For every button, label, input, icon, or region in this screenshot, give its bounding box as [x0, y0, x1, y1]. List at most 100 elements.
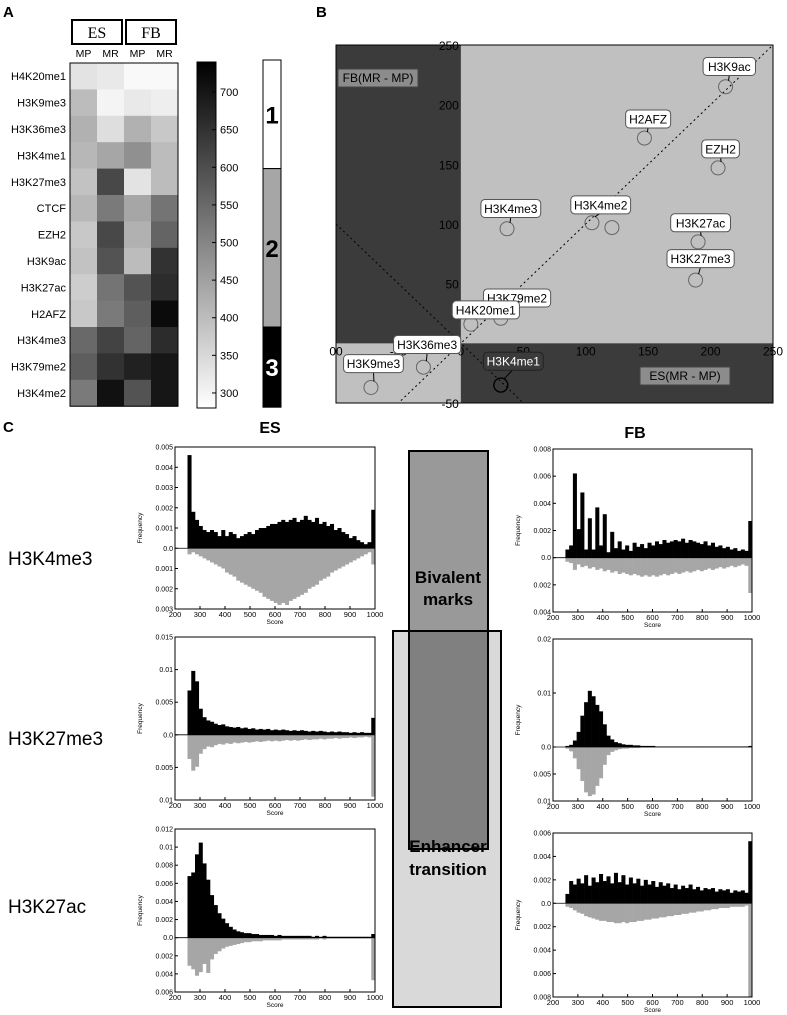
x-tick-label: 1000 [367, 610, 384, 619]
positive-bar [255, 530, 260, 549]
positive-bar [333, 530, 338, 549]
negative-bar [202, 937, 207, 964]
positive-bar [277, 934, 282, 938]
negative-bar [576, 747, 581, 770]
positive-bar [285, 730, 290, 735]
positive-bar [303, 515, 308, 549]
negative-bar [318, 937, 323, 939]
negative-bar [737, 903, 742, 907]
negative-bar [258, 937, 263, 942]
positive-bar [696, 542, 701, 558]
histogram-background [175, 637, 375, 800]
positive-bar [595, 882, 600, 904]
positive-bar [595, 507, 600, 558]
negative-bar [266, 734, 271, 741]
point-label-h3k4me1: H3K4me1 [487, 355, 541, 369]
negative-bar [307, 548, 312, 589]
heatmap-cell [70, 168, 98, 196]
positive-bar [580, 883, 585, 904]
x-tick-label: 00 [329, 344, 343, 358]
heatmap-cell [151, 353, 179, 381]
negative-bar [348, 734, 353, 738]
negative-bar [281, 734, 286, 741]
negative-bar [296, 548, 301, 597]
positive-bar [591, 877, 596, 904]
panel-a-heatmap: ES FB MP MR MP MR H4K20me1 H3K9me3 H3K36me3 H3K4m… [11, 19, 282, 409]
y-tick-label: 0.005 [155, 445, 173, 452]
positive-bar [654, 886, 660, 904]
negative-bar [285, 548, 290, 605]
positive-bar [733, 548, 738, 558]
heatmap-cell [151, 300, 179, 328]
y-tick-label: 0.001 [155, 566, 173, 573]
positive-bar [722, 890, 727, 904]
bivalent-marks-frame [408, 450, 489, 850]
positive-bar [337, 528, 342, 549]
negative-bar [363, 734, 368, 737]
positive-bar [311, 936, 316, 938]
negative-bar [288, 734, 293, 741]
negative-bar [341, 734, 346, 739]
point-label-h3k36me3: H3K36me3 [397, 338, 457, 352]
positive-bar [191, 670, 196, 735]
negative-bar [666, 903, 671, 917]
positive-bar [681, 538, 686, 558]
row-label-h3k36me3: H3K36me3 [11, 124, 66, 136]
negative-bar [322, 548, 327, 579]
negative-bar [243, 548, 248, 585]
positive-bar [225, 726, 230, 735]
positive-bar [187, 876, 192, 938]
positive-bar [240, 536, 245, 549]
positive-bar [300, 935, 305, 938]
positive-bar [307, 731, 312, 735]
y-tick-label: 100 [439, 218, 459, 232]
positive-bar [288, 519, 293, 549]
positive-bar [255, 934, 260, 938]
positive-bar [228, 532, 233, 549]
bivalent-marks-label-line2: marks [423, 590, 473, 609]
negative-bar [356, 548, 361, 559]
positive-bar [262, 729, 267, 735]
heatmap-cell [70, 89, 98, 117]
positive-bar [714, 546, 719, 558]
y-tick-label: 0.004 [533, 501, 551, 508]
heatmap-cell [97, 247, 125, 275]
negative-bar [584, 903, 589, 917]
positive-bar [718, 545, 723, 558]
heatmap-cell [97, 221, 125, 249]
negative-bar [352, 548, 357, 561]
y-tick-label: 0.008 [533, 447, 551, 454]
heatmap-cell [97, 89, 125, 117]
y-tick-label: 0.005 [533, 772, 551, 779]
point-label-h3k27ac: H3K27ac [676, 216, 725, 230]
negative-bar [696, 903, 701, 912]
positive-bar [696, 886, 701, 904]
x-tick-label: 250 [763, 344, 783, 358]
scatter-point [718, 79, 734, 95]
x-tick-label: 500 [244, 801, 257, 810]
negative-bar [587, 747, 592, 797]
x-tick-label: 300 [194, 610, 207, 619]
heatmap-cell [97, 353, 125, 381]
negative-bar [330, 937, 335, 939]
negative-bar [303, 548, 308, 593]
negative-bar [296, 734, 301, 741]
y-tick-label: 0.01 [159, 798, 173, 805]
x-tick-label: 300 [572, 998, 585, 1007]
negative-bar [288, 937, 293, 940]
heatmap-cell [97, 195, 125, 222]
positive-bar [569, 545, 574, 558]
negative-bar [699, 903, 704, 912]
y-axis-label: Frequency [137, 702, 144, 733]
negative-bar [647, 903, 652, 920]
negative-bar [602, 747, 607, 765]
positive-bar [707, 889, 712, 904]
positive-bar [565, 549, 570, 558]
positive-bar [296, 935, 301, 938]
negative-bar [247, 937, 252, 943]
negative-bar [213, 548, 218, 565]
negative-bar [613, 903, 618, 924]
column-title-es: ES [259, 420, 281, 437]
x-tick-label: 1000 [367, 993, 384, 1002]
